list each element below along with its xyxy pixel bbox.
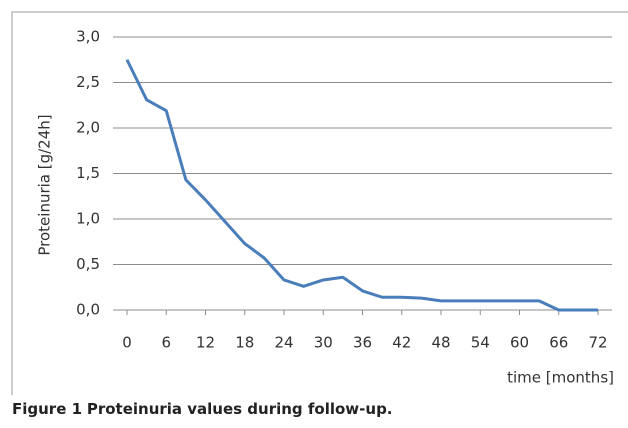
x-tick-label: 60 [510, 334, 529, 352]
chart: Proteinuria [g/24h] time [months] 0,0 0,5… [11, 11, 628, 395]
x-tick-label: 30 [314, 334, 333, 352]
x-tick-label: 66 [549, 334, 568, 352]
caption-label: Figure 1 [12, 400, 83, 418]
y-tick-label: 3,0 [76, 28, 100, 46]
x-tick-label: 48 [431, 334, 450, 352]
y-tick-label: 1,5 [76, 164, 100, 182]
x-tick-label: 12 [196, 334, 215, 352]
y-tick-label: 0,5 [76, 255, 100, 273]
x-tick-label: 24 [274, 334, 293, 352]
caption-text: Proteinuria values during follow-up. [86, 400, 393, 418]
x-tick-label: 6 [161, 334, 171, 352]
y-axis-title: Proteinuria [g/24h] [36, 114, 54, 255]
x-tick-label: 36 [353, 334, 372, 352]
y-tick-label: 2,5 [76, 73, 100, 91]
x-tick-label: 42 [392, 334, 411, 352]
y-tick-label: 1,0 [76, 210, 100, 228]
x-tick-label: 18 [235, 334, 254, 352]
y-tick-label: 2,0 [76, 119, 100, 137]
frame [11, 11, 628, 395]
data-line [125, 59, 598, 312]
x-tick-label: 54 [471, 334, 490, 352]
x-axis-title: time [months] [507, 369, 614, 387]
caption: Figure 1 Proteinuria values during follo… [12, 400, 393, 418]
x-tick-label: 72 [588, 334, 607, 352]
y-tick-label: 0,0 [76, 301, 100, 319]
x-tick-label: 0 [122, 334, 132, 352]
